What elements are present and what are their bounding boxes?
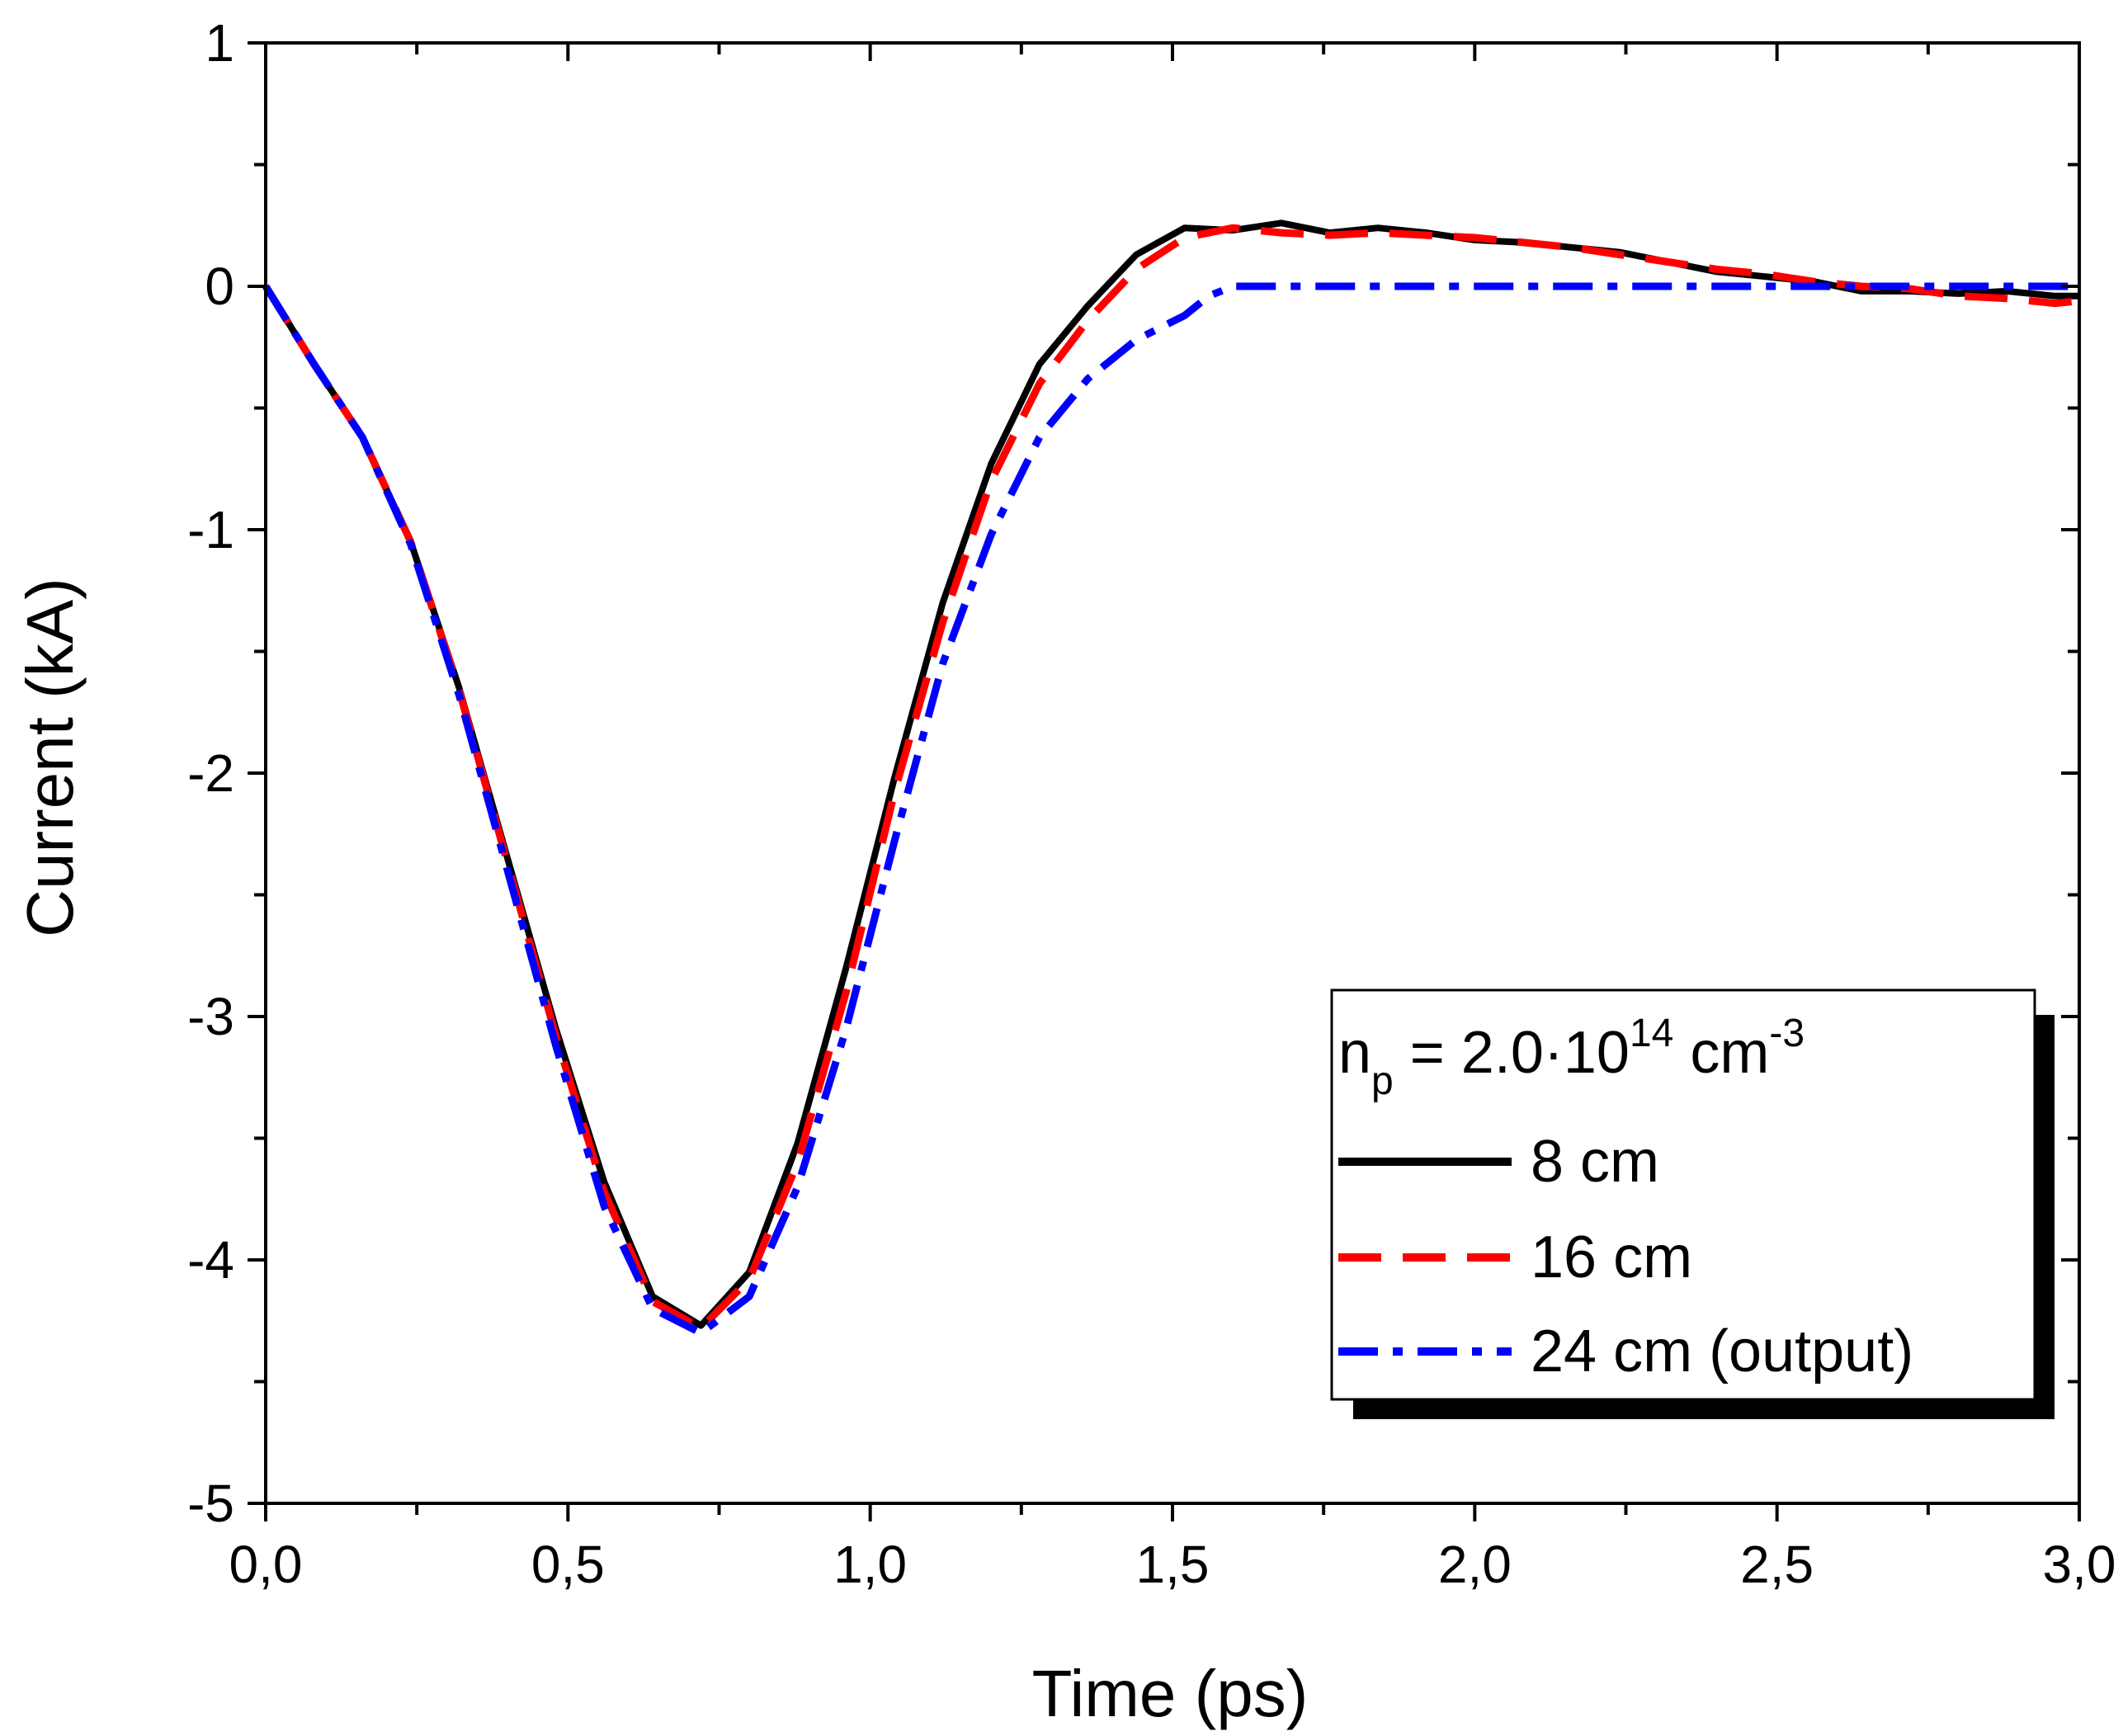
- y-tick-label: -2: [187, 743, 234, 803]
- x-axis-title: Time (ps): [1032, 1657, 1309, 1730]
- y-tick-label: -3: [187, 987, 234, 1046]
- y-tick-label: 0: [205, 257, 234, 316]
- legend-label-16cm: 16 cm: [1531, 1224, 1692, 1290]
- x-tick-label: 3,0: [2043, 1535, 2116, 1594]
- legend-header: np = 2.0·1014 cm-3: [1338, 1012, 1805, 1103]
- x-tick-label: 2,0: [1438, 1535, 1512, 1594]
- axis-layer: 0,0 0,5 1,0 1,5 2,0 2,5 3,0 -5 -4 -3 -2 -1 0 1: [187, 13, 2116, 1594]
- x-tick-label: 1,0: [833, 1535, 907, 1594]
- x-tick-label: 1,5: [1136, 1535, 1210, 1594]
- x-tick-label: 2,5: [1740, 1535, 1814, 1594]
- y-tick-label: -5: [187, 1474, 234, 1533]
- y-tick-label: -4: [187, 1230, 234, 1290]
- legend-label-8cm: 8 cm: [1531, 1129, 1659, 1195]
- y-tick-label: -1: [187, 500, 234, 559]
- series-layer: [262, 219, 2080, 1337]
- x-tick-label: 0,5: [531, 1535, 605, 1594]
- legend: np = 2.0·1014 cm-3 8 cm 16 cm 24 cm (out…: [1330, 988, 2055, 1419]
- y-tick-label: 1: [205, 13, 234, 73]
- series-line-2: [262, 282, 2079, 1337]
- series-line-1: [262, 224, 2080, 1333]
- x-tick-label: 0,0: [229, 1535, 303, 1594]
- legend-box: [1330, 988, 2036, 1401]
- y-axis-title: Current (kA): [13, 578, 87, 937]
- legend-label-24cm: 24 cm (output): [1531, 1319, 1913, 1385]
